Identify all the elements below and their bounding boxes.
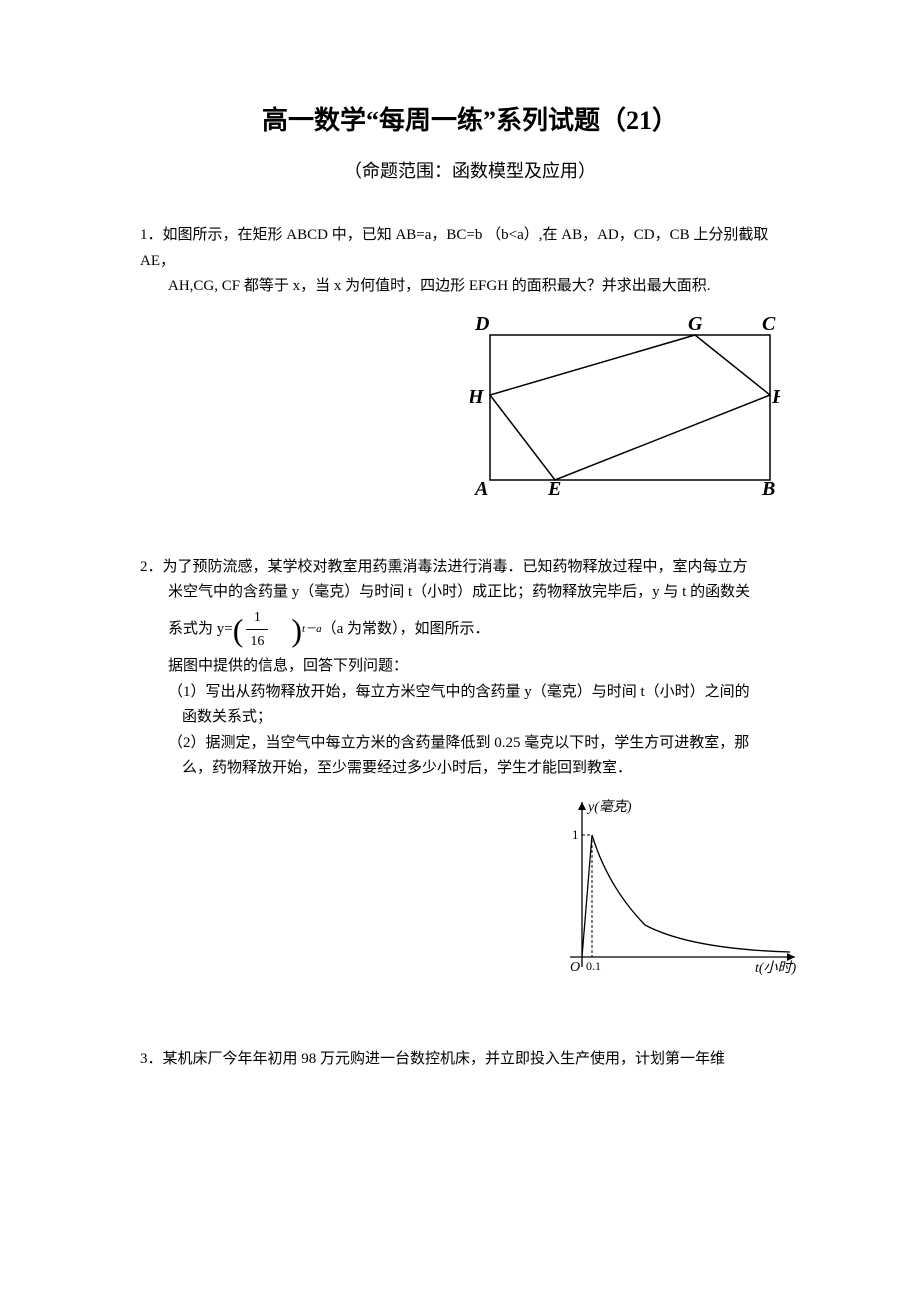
inner-parallelogram [490,335,770,480]
problem-2-sub2a: （2）据测定，当空气中每立方米的含药量降低到 0.25 毫克以下时，学生方可进教… [140,731,800,757]
label-d: D [474,315,489,335]
problem-2-sub2b: 么，药物释放开始，至少需要经过多少小时后，学生才能回到教室． [140,756,800,782]
problem-3: 3．某机床厂今年年初用 98 万元购进一台数控机床，并立即投入生产使用，计划第一… [140,1047,800,1073]
formula-exponent: t－a [302,620,322,639]
rectangle-diagram: D G C H F A E B [470,315,780,495]
page-title: 高一数学“每周一练”系列试题（21） [140,100,800,137]
problem-3-text: 3．某机床厂今年年初用 98 万元购进一台数控机床，并立即投入生产使用，计划第一… [140,1047,800,1073]
problem-2-chart-container: y(毫克) t(小时) O 1 0.1 [140,797,800,997]
problem-3-line1: 某机床厂今年年初用 98 万元购进一台数控机床，并立即投入生产使用，计划第一年维 [163,1051,726,1067]
problem-1: 1．如图所示，在矩形 ABCD 中，已知 AB=a，BC=b （b<a）,在 A… [140,223,800,495]
problem-2-text: 2．为了预防流感，某学校对教室用药熏消毒法进行消毒．已知药物释放过程中，室内每立… [140,555,800,782]
problem-1-figure-container: D G C H F A E B [140,315,780,495]
problem-2-sub1b: 函数关系式； [140,705,800,731]
decay-curve [592,835,790,952]
label-b: B [761,478,775,495]
problem-1-text: 1．如图所示，在矩形 ABCD 中，已知 AB=a，BC=b （b<a）,在 A… [140,223,800,300]
fraction: 1 16 [246,606,268,655]
problem-1-line1: 如图所示，在矩形 ABCD 中，已知 AB=a，BC=b （b<a）,在 AB，… [140,227,768,269]
y-axis-arrow [578,802,586,810]
label-a: A [473,478,488,495]
label-g: G [688,315,703,335]
problem-2-number: 2． [140,559,163,575]
problem-2-line1: 为了预防流感，某学校对教室用药熏消毒法进行消毒．已知药物释放过程中，室内每立方 [163,559,748,575]
label-c: C [762,315,776,335]
formula-post: （a 为常数），如图所示． [322,617,490,643]
problem-2-formula: 系式为 y= ( 1 16 ) t－a （a 为常数），如图所示． [140,606,800,655]
problem-1-number: 1． [140,227,163,243]
page-subtitle: （命题范围：函数模型及应用） [140,157,800,183]
problem-3-number: 3． [140,1051,163,1067]
formula-pre: 系式为 y= [168,617,233,643]
label-e: E [547,478,561,495]
problem-2-line4: 据图中提供的信息，回答下列问题： [140,654,800,680]
outer-rectangle [490,335,770,480]
problem-2-line2: 米空气中的含药量 y（毫克）与时间 t（小时）成正比；药物释放完毕后，y 与 t… [140,580,800,606]
y-axis-label: y(毫克) [586,799,632,815]
y-tick-label: 1 [572,827,579,842]
x-tick-label: 0.1 [586,959,601,973]
problem-2: 2．为了预防流感，某学校对教室用药熏消毒法进行消毒．已知药物释放过程中，室内每立… [140,555,800,997]
problem-1-line2: AH,CG, CF 都等于 x，当 x 为何值时，四边形 EFGH 的面积最大？… [140,274,800,300]
linear-segment [582,835,592,957]
origin-label: O [570,960,580,975]
decay-chart: y(毫克) t(小时) O 1 0.1 [530,797,800,997]
label-f: F [771,386,780,408]
paren-right: ) [291,614,302,646]
problem-2-sub1a: （1）写出从药物释放开始，每立方米空气中的含药量 y（毫克）与时间 t（小时）之… [140,680,800,706]
fraction-denominator: 16 [246,630,268,654]
x-axis-label: t(小时) [755,960,797,976]
x-axis-arrow [787,953,795,961]
paren-left: ( [233,614,244,646]
fraction-numerator: 1 [246,606,268,631]
label-h: H [470,386,485,408]
